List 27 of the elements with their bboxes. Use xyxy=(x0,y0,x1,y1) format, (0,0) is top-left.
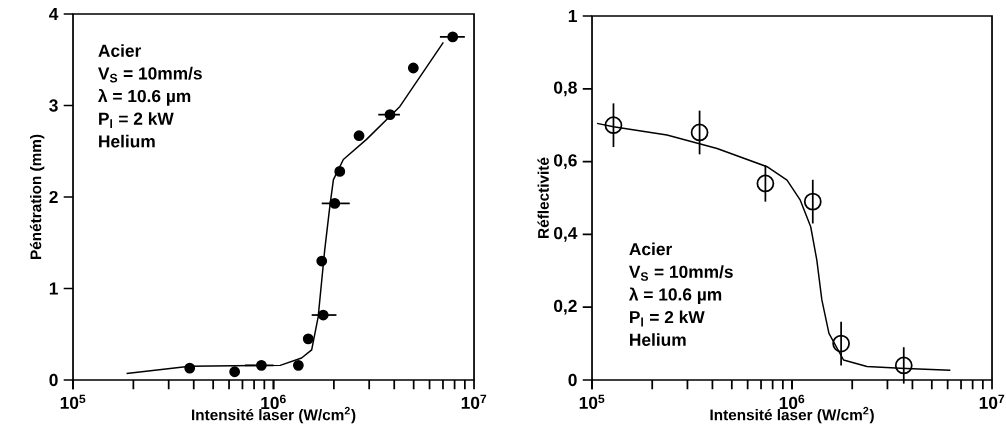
annotation: Acier xyxy=(629,242,672,256)
x-tick-label: 10$^{7}$ xyxy=(979,394,1005,409)
y-tick-label: 4 xyxy=(49,8,59,20)
annotation: V$_{S}$ = 10mm/s xyxy=(98,66,202,83)
y-axis-title: Réflectivité xyxy=(537,157,549,238)
annotation: Helium xyxy=(99,134,155,148)
y-tick-label: 2 xyxy=(49,190,58,204)
x-tick-label: 10$^{7}$ xyxy=(461,394,487,409)
y-tick-label: 1 xyxy=(568,10,577,22)
y-axis-title: Pénétration (mm) xyxy=(29,134,45,260)
annotation: Acier xyxy=(98,44,142,57)
y-tick-label: 0 xyxy=(568,373,577,387)
y-tick-label: 0 xyxy=(49,373,58,387)
annotation: λ = 10.6 µm xyxy=(628,287,722,305)
annotation: Helium xyxy=(630,333,686,346)
y-tick-label: 0,2 xyxy=(554,299,577,315)
y-tick-label: 0,8 xyxy=(554,81,577,97)
x-tick-label: 10$^{5}$ xyxy=(60,394,86,409)
annotation: P$_{l}$ = 2 kW xyxy=(630,310,705,327)
y-tick-label: 1 xyxy=(49,282,58,295)
y-tick-label: 0,4 xyxy=(554,227,578,242)
annotation: V$_{S}$ = 10mm/s xyxy=(629,265,733,281)
y-tick-label: 3 xyxy=(49,99,58,112)
x-tick-label: 10$^{5}$ xyxy=(579,394,605,409)
annotation: P$_{l}$ = 2 kW xyxy=(99,112,174,128)
y-tick-label: 0,6 xyxy=(554,154,577,169)
annotation: λ = 10.6 µm xyxy=(98,89,191,106)
